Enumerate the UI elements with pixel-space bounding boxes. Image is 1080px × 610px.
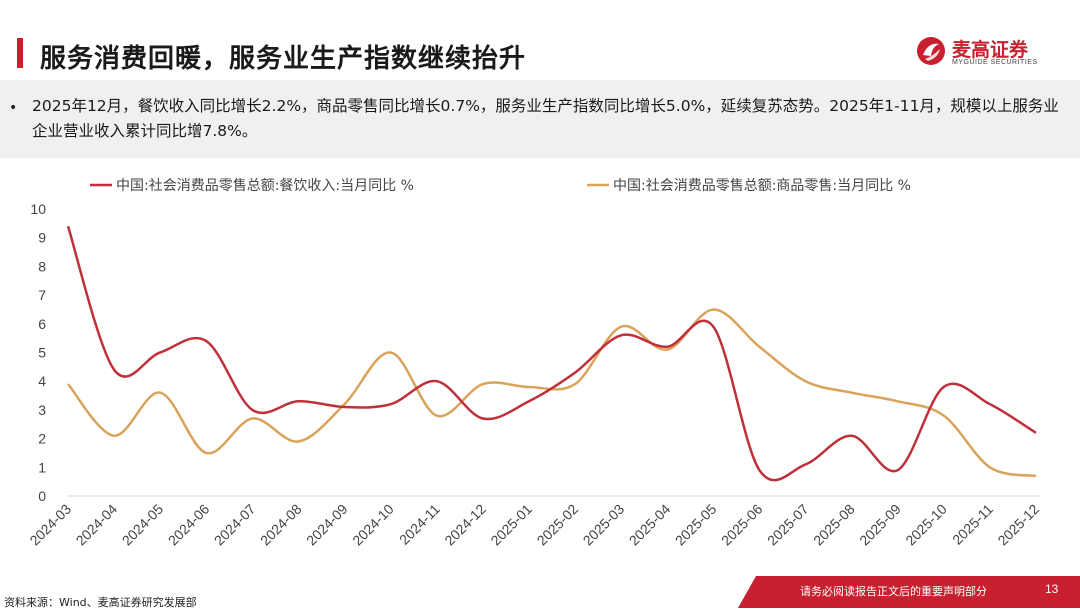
legend-label-1: 中国:社会消费品零售总额:餐饮收入:当月同比 % [116, 178, 414, 194]
y-tick-label: 3 [38, 402, 46, 418]
x-tick-label: 2025-11 [949, 501, 996, 548]
logo-name-cn: 麦高证券 [952, 39, 1029, 61]
x-tick-label: 2025-07 [764, 501, 812, 549]
y-tick-label: 0 [38, 488, 46, 504]
x-tick-label: 2024-09 [303, 501, 351, 549]
page-title: 服务消费回暖，服务业生产指数继续抬升 [40, 44, 527, 74]
x-tick-label: 2024-12 [441, 501, 489, 549]
x-tick-label: 2024-07 [211, 501, 259, 549]
title-accent-bar [17, 38, 23, 68]
y-tick-label: 8 [38, 258, 46, 274]
y-tick-label: 6 [38, 316, 46, 332]
logo-name-en: MYGUIDE SECURITIES [952, 59, 1038, 66]
y-tick-label: 5 [38, 345, 46, 361]
y-tick-label: 9 [38, 230, 46, 246]
x-tick-label: 2024-10 [349, 501, 397, 549]
logo-icon [917, 37, 945, 65]
x-tick-label: 2025-04 [626, 501, 674, 549]
x-tick-label: 2025-02 [534, 501, 582, 549]
x-tick-label: 2025-08 [810, 501, 858, 549]
source-note: 资料来源：Wind、麦高证券研究发展部 [4, 596, 197, 609]
series-line-1 [66, 225, 1037, 482]
y-tick-label: 7 [38, 287, 46, 303]
x-tick-label: 2025-03 [580, 501, 628, 549]
footer-band [738, 576, 1080, 608]
x-tick-label: 2024-11 [396, 501, 443, 548]
bullet-icon: • [9, 100, 18, 116]
y-tick-label: 4 [38, 373, 46, 389]
page-number: 13 [1045, 582, 1059, 596]
brand-logo: 麦高证券 MYGUIDE SECURITIES [914, 33, 1054, 71]
disclaimer-note: 请务必阅读报告正文后的重要声明部分 [800, 585, 987, 598]
x-tick-label: 2024-05 [119, 501, 167, 549]
summary-text: 2025年12月，餐饮收入同比增长2.2%，商品零售同比增长0.7%，服务业生产… [32, 97, 1059, 140]
legend-label-2: 中国:社会消费品零售总额:商品零售:当月同比 % [613, 178, 911, 194]
x-tick-label: 2025-06 [718, 501, 766, 549]
x-tick-label: 2024-06 [165, 501, 213, 549]
series-line-2 [67, 308, 1037, 478]
x-tick-label: 2024-08 [257, 501, 305, 549]
x-tick-label: 2025-05 [672, 501, 720, 549]
title-bar: 服务消费回暖，服务业生产指数继续抬升 麦高证券 MYGUIDE SECURITI… [0, 0, 1080, 78]
x-tick-label: 2024-04 [73, 501, 121, 549]
y-tick-label: 1 [38, 459, 46, 475]
x-tick-label: 2025-10 [902, 501, 950, 549]
y-tick-label: 2 [38, 431, 46, 447]
y-tick-label: 10 [30, 201, 46, 217]
x-tick-label: 2024-03 [26, 501, 74, 549]
summary-box: • 2025年12月，餐饮收入同比增长2.2%，商品零售同比增长0.7%，服务业… [0, 80, 1080, 158]
x-tick-label: 2025-09 [856, 501, 904, 549]
x-tick-label: 2025-01 [487, 501, 535, 549]
x-tick-label: 2025-12 [994, 501, 1042, 549]
